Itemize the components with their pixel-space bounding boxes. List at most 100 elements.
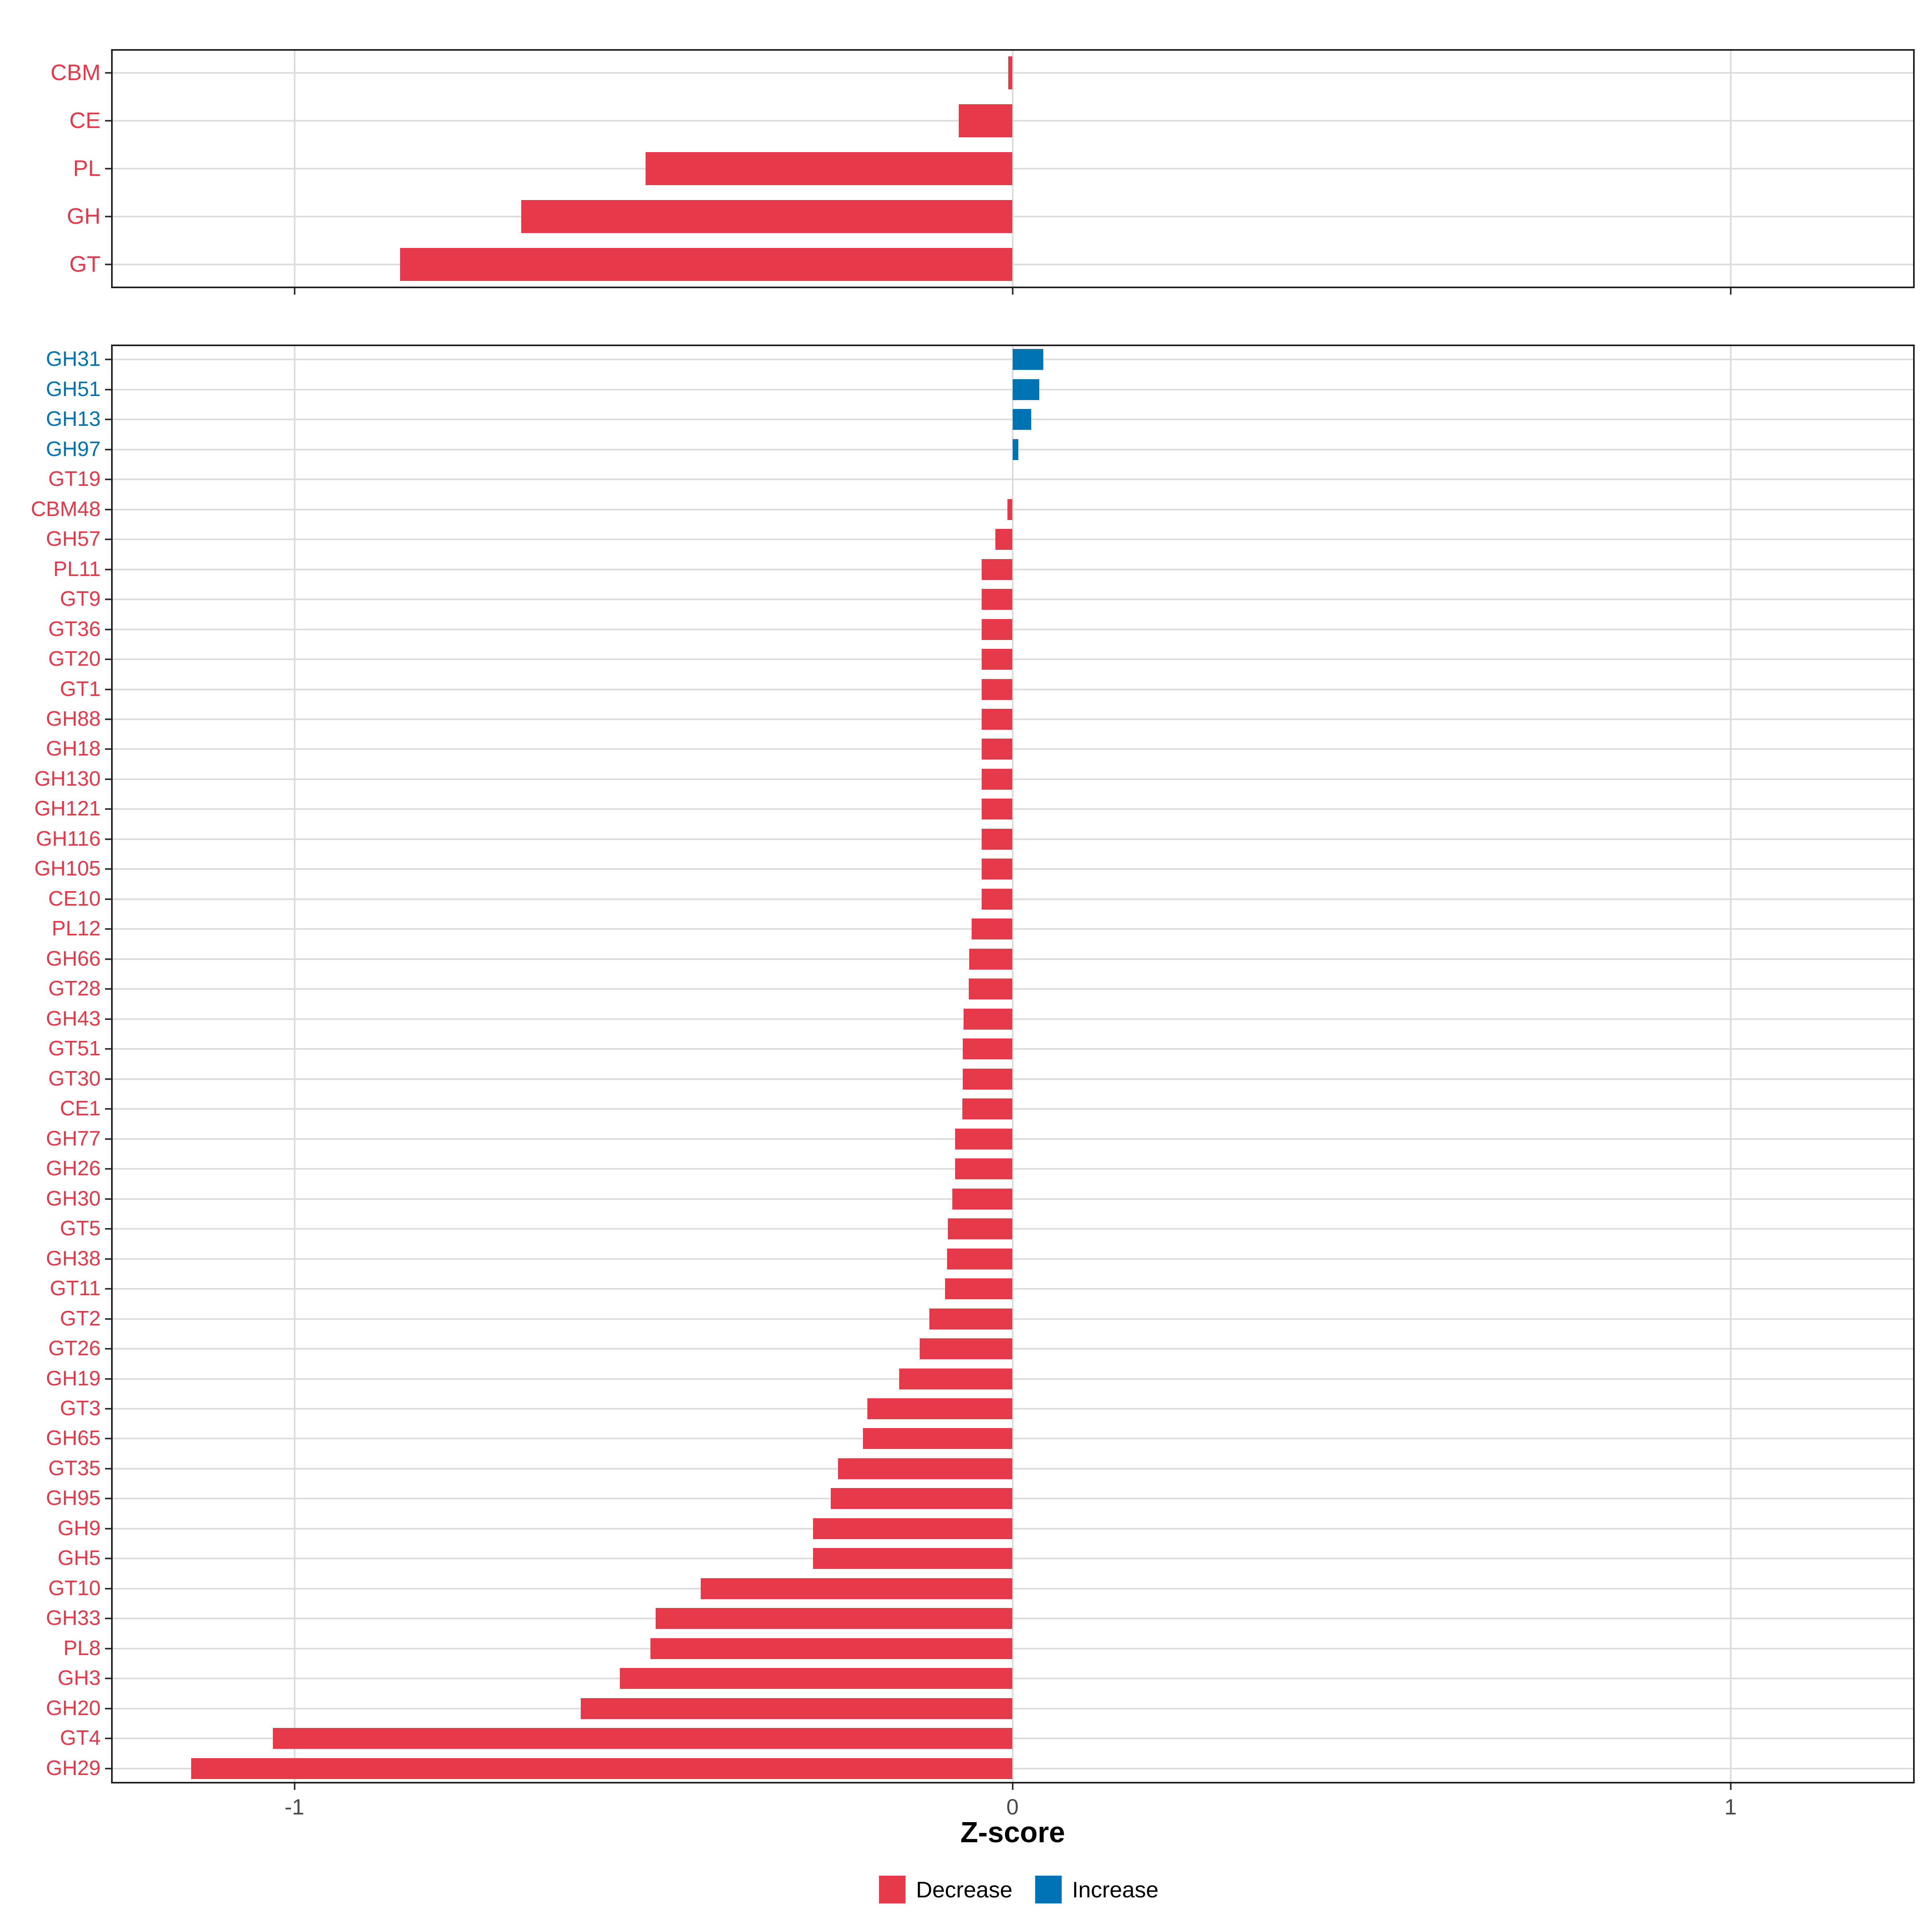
y-label-GH29: GH29 [46,1756,101,1780]
h-gridline [111,988,1915,990]
y-tick [105,1348,111,1350]
bar-GH51 [1012,379,1039,400]
bar-GH30 [952,1188,1013,1210]
h-gridline [111,120,1915,122]
h-gridline [111,215,1915,217]
y-tick [105,508,111,510]
x-tick [293,288,295,295]
y-label-CBM48: CBM48 [31,497,101,521]
y-label-GT10: GT10 [48,1576,101,1600]
x-tick-label: -1 [285,1794,304,1819]
h-gridline [111,1168,1915,1170]
bar-GH33 [655,1608,1013,1629]
y-tick [105,539,111,541]
h-gridline [111,1498,1915,1500]
y-label-PL11: PL11 [53,557,101,581]
y-label-PL: PL [73,155,101,181]
bar-GH116 [981,828,1013,850]
y-tick [105,263,111,265]
bar-GT11 [945,1278,1013,1300]
y-label-GH77: GH77 [46,1127,101,1150]
y-label-PL12: PL12 [52,917,101,941]
h-gridline [111,778,1915,780]
y-label-GH33: GH33 [46,1606,101,1630]
bar-GT35 [838,1458,1013,1479]
h-gridline [111,868,1915,870]
y-label-GH65: GH65 [46,1426,101,1450]
h-gridline [111,1527,1915,1530]
legend-entry-decrease: Decrease [879,1876,1012,1903]
h-gridline [111,898,1915,900]
h-gridline [111,688,1915,690]
y-tick [105,688,111,690]
y-tick [105,1558,111,1560]
v-gridline [293,345,295,1783]
h-gridline [111,1767,1915,1769]
h-gridline [111,1558,1915,1560]
y-label-GH9: GH9 [58,1516,101,1540]
h-gridline [111,479,1915,481]
y-label-GT30: GT30 [48,1067,101,1090]
legend-swatch-increase [1035,1876,1062,1903]
bar-GH9 [813,1518,1013,1539]
y-label-GH20: GH20 [46,1696,101,1720]
y-label-CE: CE [69,107,101,133]
y-label-GH97: GH97 [46,437,101,461]
y-tick [105,1438,111,1440]
y-tick [105,1198,111,1200]
bar-GH5 [813,1548,1013,1569]
y-tick [105,388,111,390]
h-gridline [111,1587,1915,1589]
h-gridline [111,1048,1915,1050]
bar-CBM [1008,56,1013,90]
h-gridline [111,1108,1915,1110]
y-tick [105,1738,111,1740]
y-label-CE10: CE10 [48,887,101,910]
y-tick [105,808,111,810]
y-tick [105,868,111,870]
y-tick [105,120,111,122]
y-tick [105,928,111,930]
y-label-GT3: GT3 [60,1396,101,1420]
h-gridline [111,263,1915,265]
bar-GH130 [981,768,1013,790]
h-gridline [111,168,1915,169]
h-gridline [111,1707,1915,1709]
bar-GH38 [947,1248,1013,1269]
h-gridline [111,1258,1915,1260]
h-gridline [111,1738,1915,1740]
y-tick [105,778,111,780]
bar-GH77 [955,1128,1013,1150]
y-tick [105,1168,111,1170]
y-tick [105,1048,111,1050]
y-tick [105,359,111,361]
x-tick [1730,288,1732,295]
y-label-GH18: GH18 [46,737,101,761]
bar-GT9 [981,589,1013,610]
v-gridline [1011,345,1013,1783]
bar-GT4 [272,1728,1013,1749]
bar-GT1 [981,679,1013,700]
y-tick [105,958,111,960]
h-gridline [111,1678,1915,1680]
h-gridline [111,1618,1915,1620]
y-label-GT51: GT51 [48,1037,101,1061]
y-label-GT: GT [69,251,101,277]
h-gridline [111,838,1915,840]
y-tick [105,1258,111,1260]
y-label-GT1: GT1 [60,677,101,701]
bar-GH29 [191,1758,1013,1779]
y-tick [105,1767,111,1769]
y-label-GH30: GH30 [46,1187,101,1210]
y-tick [105,1527,111,1530]
bar-GT26 [920,1338,1013,1360]
y-label-GT2: GT2 [60,1307,101,1330]
y-tick [105,1498,111,1500]
bar-PL11 [981,559,1013,580]
y-label-PL8: PL8 [63,1636,101,1660]
bar-GH43 [964,1008,1013,1030]
y-label-GH105: GH105 [34,857,101,881]
y-tick [105,215,111,217]
bar-GH26 [955,1158,1013,1180]
